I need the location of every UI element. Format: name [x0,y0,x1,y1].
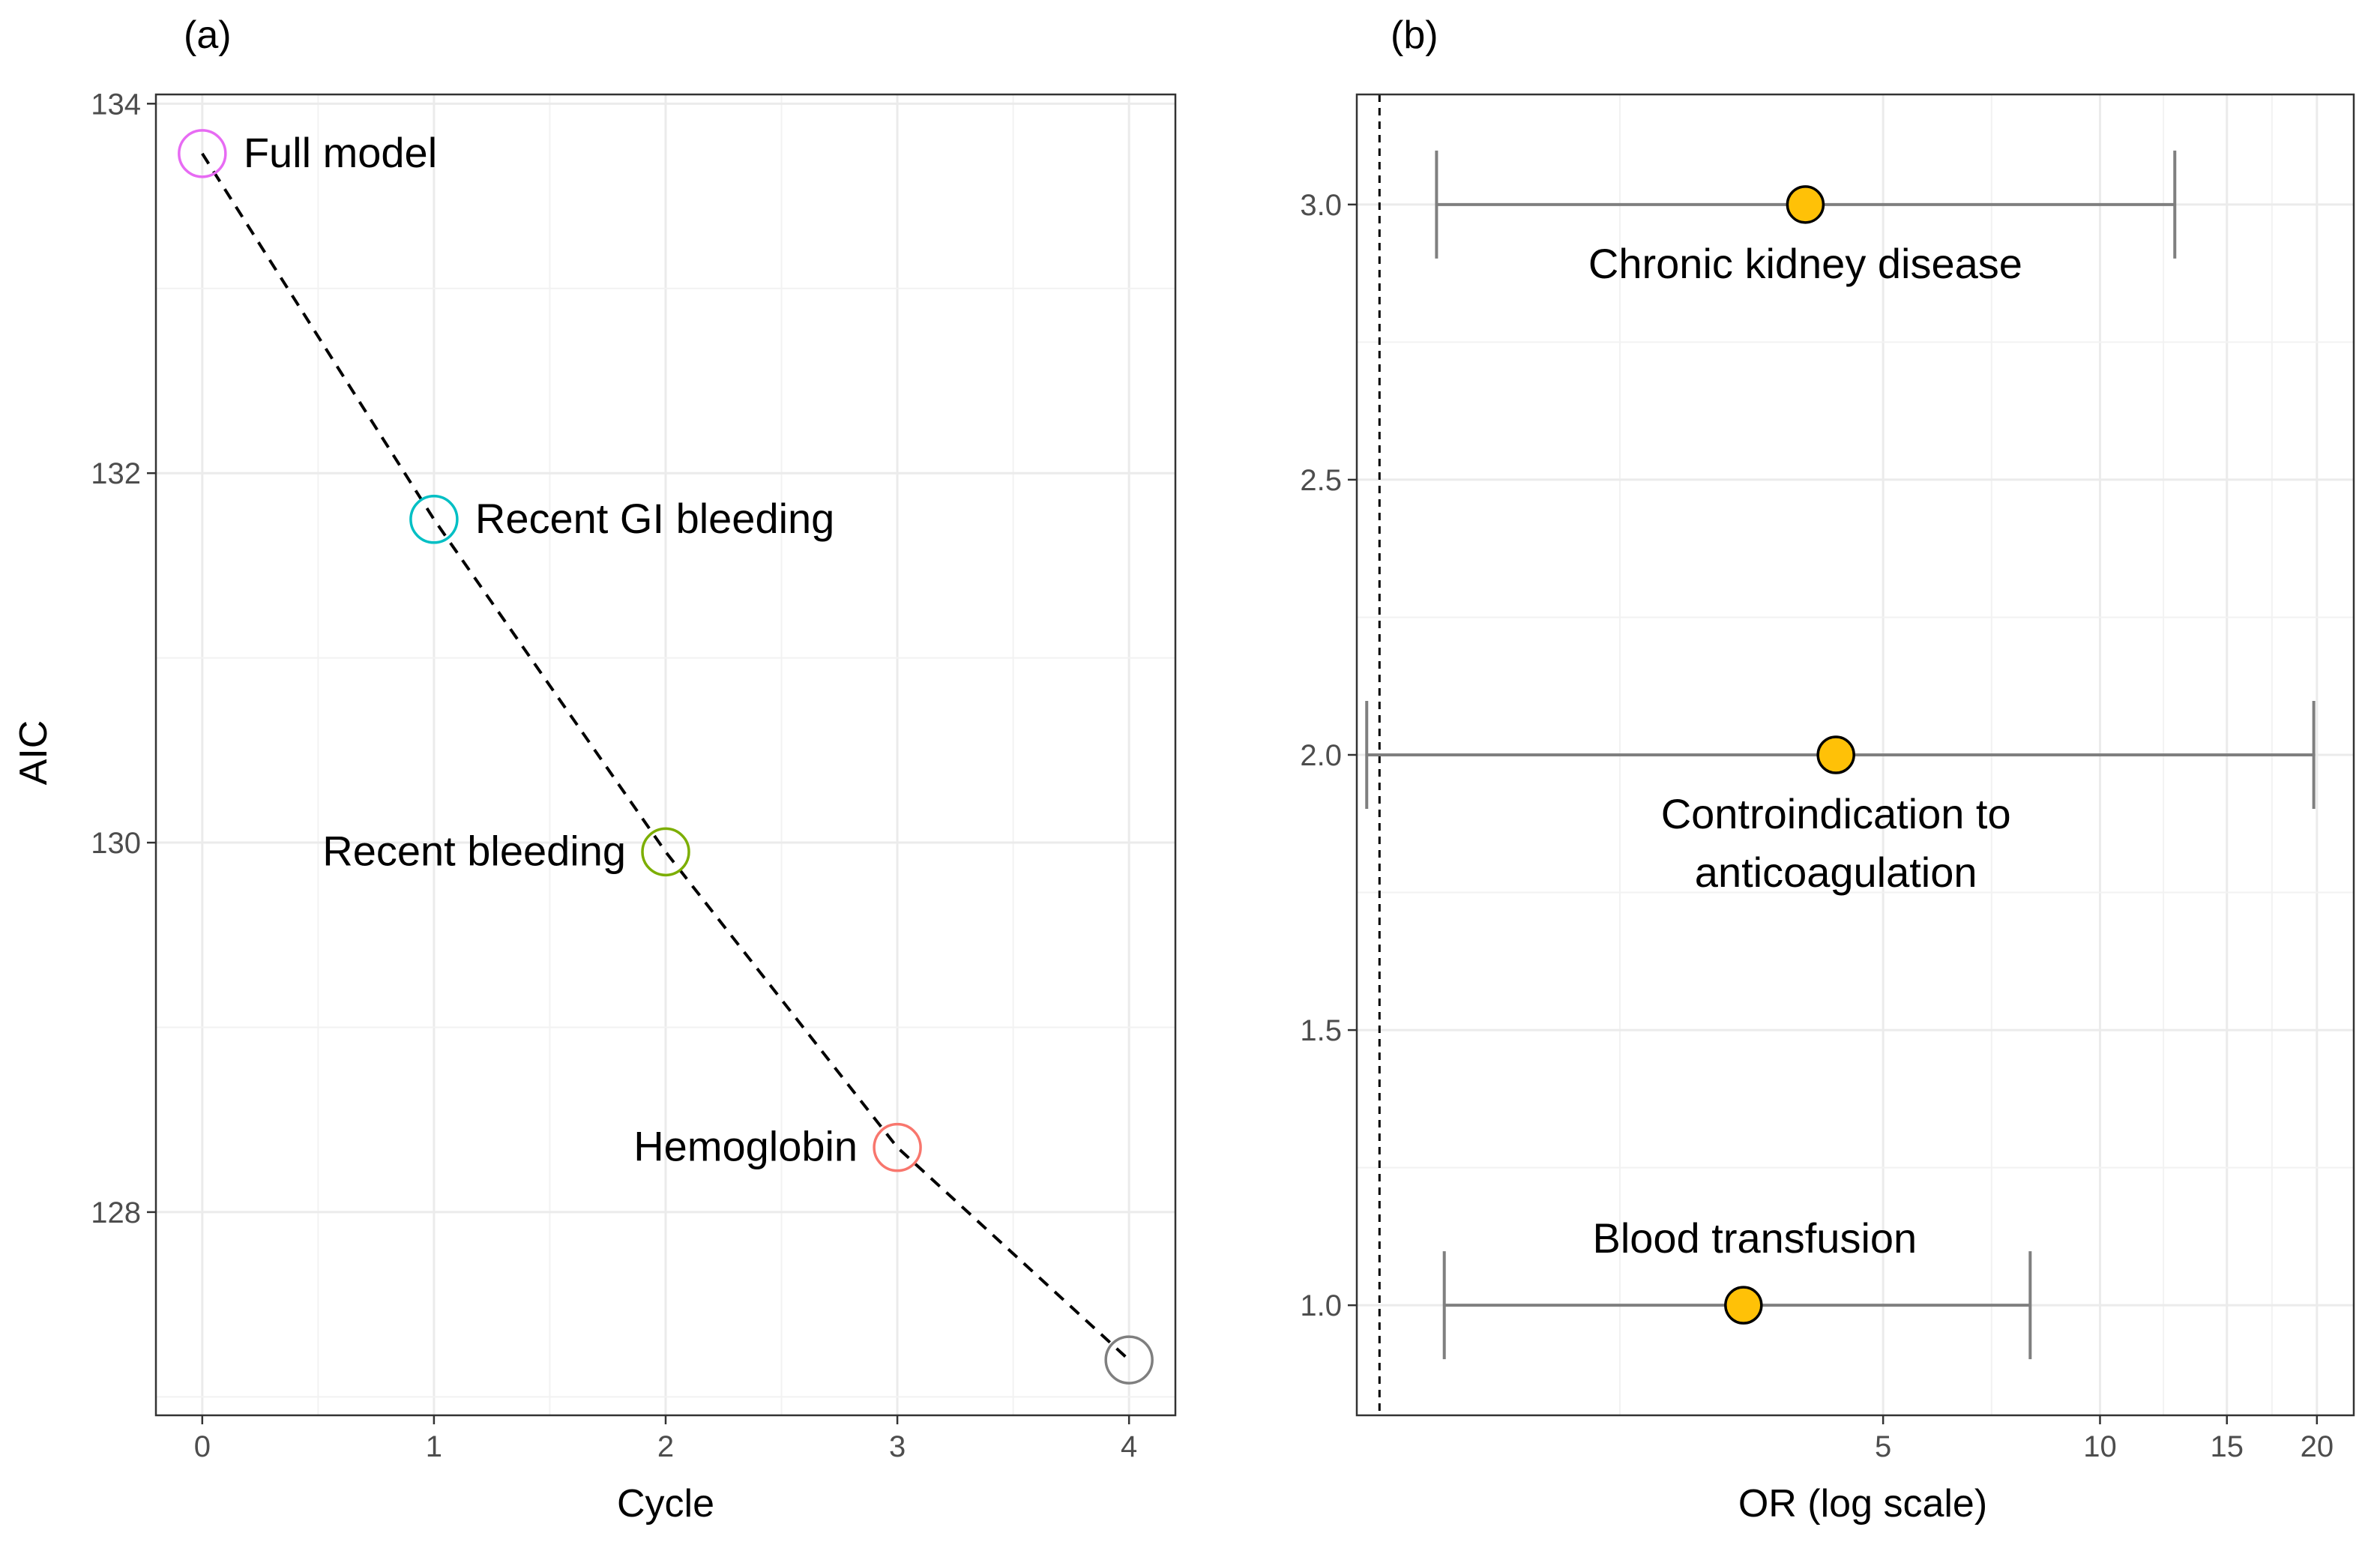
panel-a-x-tick-label: 1 [426,1430,442,1463]
or-point-1 [1816,735,1855,774]
panel-b-y-ticks: 1.0 1.5 2.0 2.5 3.0 [1300,189,1357,1322]
aic-point-label: Full model [244,129,437,176]
panel-b-x-tick-label: 15 [2210,1430,2244,1463]
panel-b-label: (b) [1391,13,1438,57]
panel-a-x-tick-label: 0 [194,1430,211,1463]
panel-a-x-tick-label: 2 [657,1430,674,1463]
panel-b-point-labels: Chronic kidney disease Controindication t… [1588,240,2022,1262]
panel-b-y-tick-label: 3.0 [1300,189,1342,222]
panel-a-points [178,129,1154,1385]
panel-b-points [1724,185,1855,1325]
or-point-2 [1724,1286,1763,1325]
aic-point-3 [873,1122,922,1172]
aic-point-1 [409,495,459,544]
panel-b-y-tick-label: 2.0 [1300,739,1342,772]
aic-point-label: Recent bleeding [322,827,626,874]
panel-a-x-ticks: 0 1 2 3 4 [194,1415,1137,1463]
panel-b-x-axis-title: OR (log scale) [1738,1482,1987,1526]
panel-a-grid [156,94,1175,1415]
panel-a-x-axis-title: Cycle [617,1482,714,1526]
panel-b: (b) Chronic kidney disease Controindicati… [1300,13,2355,1526]
panel-a-y-tick-label: 134 [91,88,141,121]
panel-a-x-tick-label: 3 [889,1430,906,1463]
or-point-label: Blood transfusion [1592,1214,1917,1262]
aic-point-2 [641,827,690,877]
panel-a-y-ticks: 128 130 132 134 [91,88,156,1229]
or-point-label: Controindication to [1661,790,2011,837]
panel-a: (a) Full model Recent GI bleeding Recent b… [12,13,1177,1526]
panel-b-x-tick-label: 20 [2301,1430,2334,1463]
panel-a-y-tick-label: 132 [91,457,141,490]
panel-b-x-tick-label: 5 [1875,1430,1891,1463]
or-point-label: anticoagulation [1695,849,1977,896]
panel-b-x-tick-label: 10 [2083,1430,2117,1463]
or-point-0 [1786,185,1825,224]
panel-a-y-axis-title: AIC [12,720,55,786]
or-point-label: Chronic kidney disease [1588,240,2022,287]
panel-b-y-tick-label: 2.5 [1300,464,1342,497]
aic-point-label: Hemoglobin [633,1123,858,1170]
panel-a-label: (a) [184,13,232,57]
panel-a-y-tick-label: 130 [91,827,141,860]
panel-a-point-labels: Full model Recent GI bleeding Recent bleed… [244,129,858,1170]
aic-point-0 [178,129,227,178]
panel-a-x-tick-label: 4 [1121,1430,1137,1463]
aic-point-label: Recent GI bleeding [475,495,834,542]
panel-b-x-ticks: 5 10 15 20 [1875,1415,2334,1463]
panel-b-y-tick-label: 1.5 [1300,1014,1342,1047]
panel-a-y-tick-label: 128 [91,1196,141,1229]
aic-point-4 [1104,1335,1154,1385]
panel-b-y-tick-label: 1.0 [1300,1289,1342,1322]
